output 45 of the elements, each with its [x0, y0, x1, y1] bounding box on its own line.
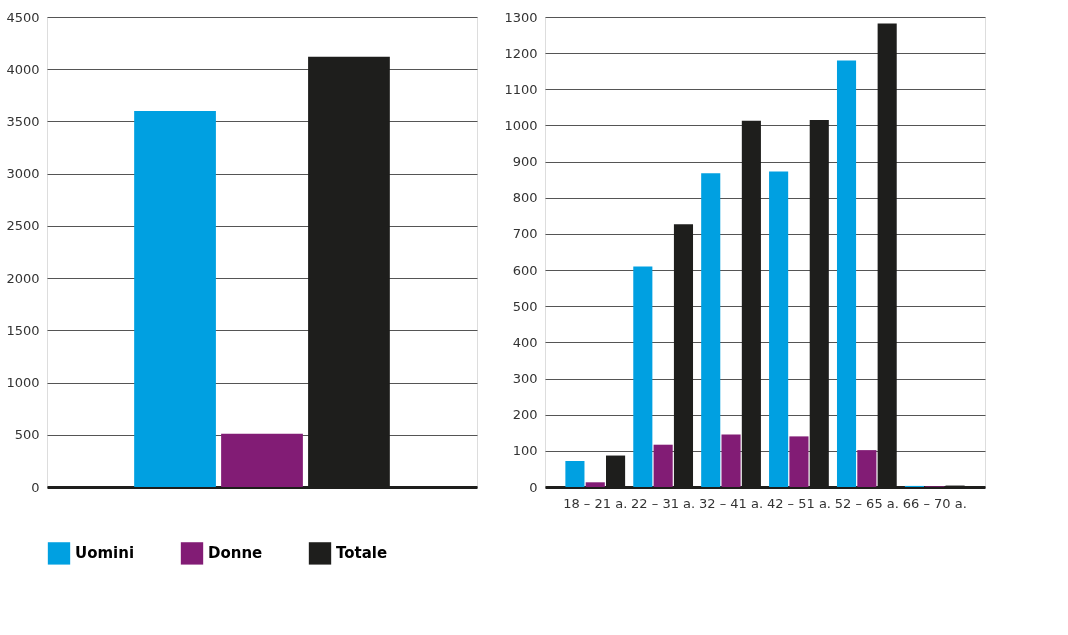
- y-tick-label: 600: [512, 262, 538, 278]
- y-tick-label: 4000: [6, 61, 40, 77]
- y-tick-label: 4500: [6, 9, 40, 25]
- y-tick-label: 2000: [6, 270, 40, 286]
- bar: [221, 433, 303, 487]
- y-tick-label: 1000: [6, 375, 40, 391]
- y-tick-label: 0: [31, 479, 40, 495]
- bar: [769, 171, 789, 487]
- y-tick-label: 900: [512, 154, 538, 170]
- bar: [701, 173, 721, 487]
- y-tick-label: 500: [14, 427, 40, 443]
- bar: [565, 460, 585, 487]
- bar: [789, 436, 809, 487]
- bar: [633, 266, 653, 487]
- x-tick-label: 18 – 21 a.: [563, 495, 628, 511]
- y-tick-label: 200: [512, 407, 538, 423]
- y-tick-label: 700: [512, 226, 538, 242]
- bar: [585, 482, 605, 487]
- y-tick-label: 1500: [6, 322, 40, 338]
- y-tick-label: 1000: [504, 117, 538, 133]
- y-tick-label: 1200: [504, 45, 538, 61]
- bar: [836, 60, 857, 487]
- y-tick-label: 300: [512, 371, 538, 387]
- y-tick-label: 500: [512, 298, 538, 314]
- bar: [857, 450, 877, 487]
- legend-label: Totale: [336, 544, 388, 563]
- legend-label: Uomini: [75, 544, 135, 563]
- x-tick-label: 32 – 41 a.: [699, 495, 764, 511]
- y-tick-label: 1300: [504, 9, 538, 25]
- bar: [653, 444, 673, 487]
- y-tick-label: 3500: [6, 113, 40, 129]
- y-tick-label: 2500: [6, 218, 40, 234]
- x-tick-label: 66 – 70 a.: [902, 495, 967, 511]
- y-tick-label: 800: [512, 190, 538, 206]
- y-tick-label: 100: [512, 443, 538, 459]
- bar: [721, 434, 741, 487]
- x-tick-label: 42 – 51 a.: [766, 495, 831, 511]
- bar: [134, 111, 216, 487]
- y-tick-label: 1100: [504, 81, 538, 97]
- x-tick-label: 52 – 65 a.: [834, 495, 899, 511]
- y-tick-label: 400: [512, 334, 538, 350]
- x-tick-label: 22 – 31 a.: [631, 495, 696, 511]
- y-tick-label: 0: [529, 479, 538, 495]
- legend-label: Donne: [208, 544, 263, 563]
- y-tick-label: 3000: [6, 166, 40, 182]
